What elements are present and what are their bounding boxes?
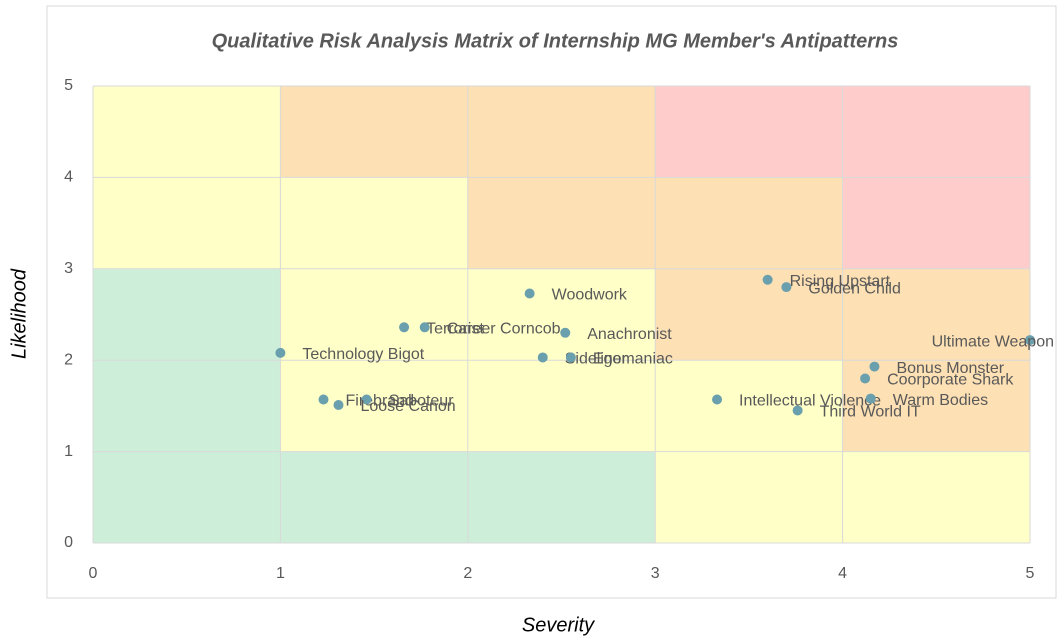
point bbox=[792, 405, 803, 416]
risk-zone bbox=[842, 360, 1030, 452]
y-tick-label: 1 bbox=[64, 443, 73, 460]
point-label: Career Corncob bbox=[447, 321, 561, 338]
point-label: Bonus Monster bbox=[896, 360, 1004, 377]
risk-zone bbox=[280, 360, 468, 452]
risk-zone bbox=[842, 451, 1030, 543]
y-tick-label: 4 bbox=[64, 169, 73, 186]
risk-zone bbox=[842, 86, 1030, 178]
point bbox=[781, 282, 792, 293]
point bbox=[318, 394, 329, 405]
x-tick-label: 2 bbox=[463, 565, 472, 582]
risk-zone bbox=[467, 177, 656, 269]
risk-zone bbox=[655, 360, 843, 452]
risk-zone bbox=[842, 268, 1030, 361]
point bbox=[865, 393, 876, 404]
risk-zone bbox=[655, 268, 843, 361]
risk-zone bbox=[93, 86, 281, 178]
point bbox=[762, 274, 773, 285]
point-label: Anachronist bbox=[587, 326, 672, 343]
risk-zone bbox=[655, 86, 843, 178]
y-tick-label: 3 bbox=[64, 260, 73, 277]
point bbox=[860, 373, 871, 384]
point-label: Intellectual Violence bbox=[739, 393, 881, 410]
point-label: Egomaniac bbox=[593, 351, 673, 368]
point bbox=[560, 327, 571, 338]
point bbox=[537, 352, 548, 363]
risk-zone bbox=[280, 86, 468, 178]
point-label: Woodwork bbox=[552, 287, 628, 304]
point-label: Ultimate Weapon bbox=[932, 333, 1054, 350]
risk-zone bbox=[280, 268, 468, 361]
point bbox=[275, 347, 286, 358]
risk-zone bbox=[467, 451, 656, 543]
point bbox=[869, 361, 880, 372]
x-axis-label: Severity bbox=[522, 614, 595, 636]
risk-zone bbox=[655, 451, 843, 543]
risk-zone bbox=[467, 268, 656, 361]
risk-zone bbox=[93, 177, 281, 269]
point-label: Third World IT bbox=[820, 404, 921, 421]
point-label: Terrorist bbox=[426, 321, 484, 338]
point bbox=[712, 394, 723, 405]
point-label: Coorporate Shark bbox=[887, 372, 1014, 389]
point-label: Saboteur bbox=[389, 393, 455, 410]
point-label: Warm Bodies bbox=[893, 392, 988, 409]
point bbox=[333, 399, 344, 410]
point-label: Sideliner bbox=[565, 351, 628, 368]
point bbox=[524, 288, 535, 299]
x-tick-label: 4 bbox=[838, 565, 847, 582]
risk-zone bbox=[655, 177, 843, 269]
risk-zone bbox=[93, 268, 281, 361]
y-axis-label: Likelihood bbox=[8, 268, 30, 359]
y-tick-label: 0 bbox=[64, 534, 73, 551]
point-label: Golden Child bbox=[808, 280, 901, 297]
x-tick-label: 1 bbox=[276, 565, 285, 582]
x-tick-label: 5 bbox=[1026, 565, 1035, 582]
point-label: Technology Bigot bbox=[302, 346, 424, 363]
point-label: Loose Canon bbox=[360, 398, 455, 415]
point bbox=[565, 352, 576, 363]
point bbox=[419, 322, 430, 333]
x-tick-label: 3 bbox=[651, 565, 660, 582]
risk-zone bbox=[280, 451, 468, 543]
risk-zone bbox=[93, 360, 281, 452]
risk-zone bbox=[467, 360, 656, 452]
chart-title: Qualitative Risk Analysis Matrix of Inte… bbox=[212, 30, 899, 52]
risk-zone bbox=[93, 451, 281, 543]
risk-zone bbox=[842, 177, 1030, 269]
risk-zone bbox=[280, 177, 468, 269]
point bbox=[361, 394, 372, 405]
y-tick-label: 2 bbox=[64, 351, 73, 368]
point bbox=[399, 322, 410, 333]
risk-zone bbox=[467, 86, 656, 178]
x-tick-label: 0 bbox=[89, 565, 98, 582]
y-tick-label: 5 bbox=[64, 77, 73, 94]
point-label: Rising Upstart bbox=[790, 273, 891, 290]
point bbox=[1025, 335, 1035, 346]
